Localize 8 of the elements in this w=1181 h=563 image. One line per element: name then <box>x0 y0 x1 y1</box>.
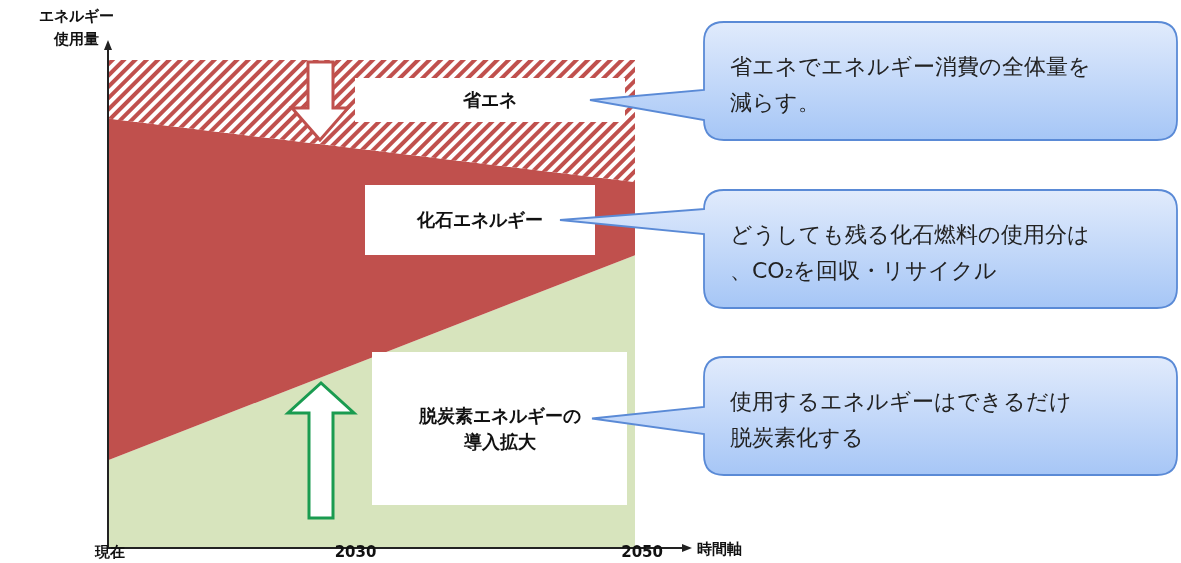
series-label: 脱炭素エネルギーの導入拡大 <box>417 404 581 452</box>
x-tick-label: 2030 <box>334 543 377 561</box>
series-label: 化石エネルギー <box>416 209 543 230</box>
x-tick-label: 2050 <box>621 543 663 561</box>
x-tick-label: 現在 <box>94 543 125 561</box>
x-axis-title: 時間軸 <box>697 540 742 558</box>
y-axis-title: エネルギー使用量 <box>38 7 114 48</box>
series-label: 省エネ <box>462 89 517 110</box>
